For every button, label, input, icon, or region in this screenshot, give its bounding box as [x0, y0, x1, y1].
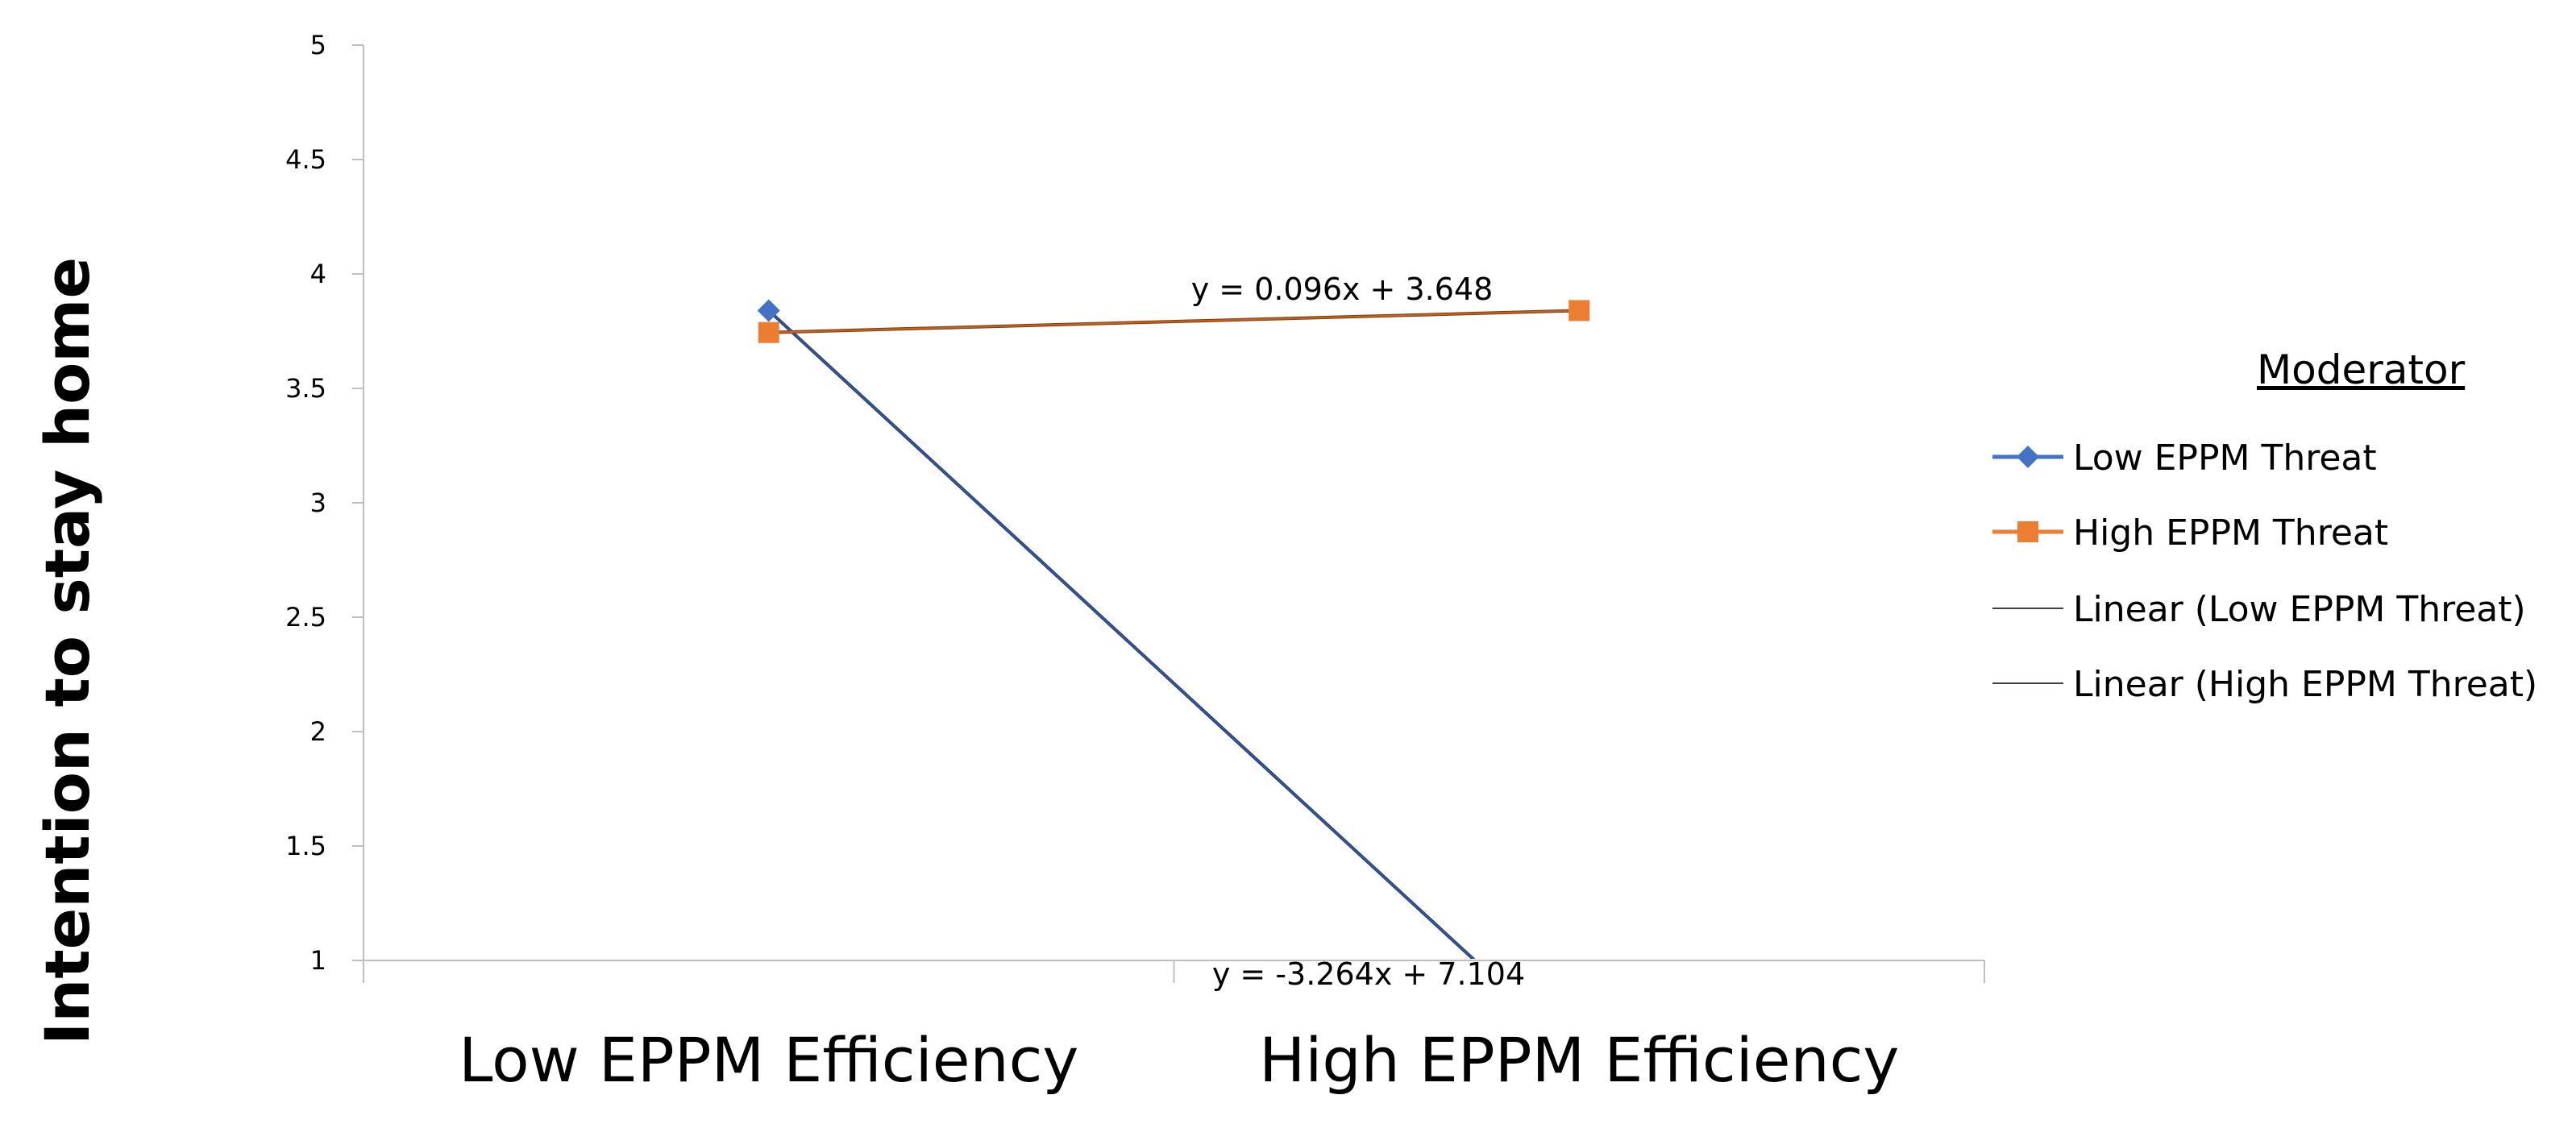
y-axis-label: Intention to stay home [31, 257, 103, 1045]
point-low-eppm-threat [757, 299, 780, 322]
legend-entry-label: High EPPM Threat [2073, 512, 2388, 554]
y-tick-label: 3 [310, 487, 326, 518]
legend-entry-label: Linear (High EPPM Threat) [2073, 664, 2537, 705]
legend-title: Moderator [2257, 346, 2466, 393]
plot-area [767, 309, 1580, 959]
legend: Moderator Low EPPM Threat High EPPM Threa… [1992, 346, 2537, 705]
y-tick-label: 2 [310, 716, 326, 747]
y-tick-label: 4 [310, 259, 326, 289]
legend-square-marker [2017, 521, 2038, 542]
legend-entry-label: Low EPPM Threat [2073, 438, 2377, 479]
x-category-label: High EPPM Efficiency [1259, 1024, 1899, 1096]
trendline-equations: y = 0.096x + 3.648 y = -3.264x + 7.104 [1191, 272, 1525, 992]
point-high-eppm-threat [758, 321, 779, 343]
y-tick-label: 3.5 [285, 373, 326, 404]
y-tick-label: 1.5 [285, 831, 326, 861]
point-high-eppm-threat [1568, 300, 1590, 321]
series-line-high-eppm-threat [768, 309, 1580, 334]
x-categories: Low EPPM Efficiency High EPPM Efficiency [459, 1024, 1899, 1096]
y-tick-label: 2.5 [285, 602, 326, 633]
trendline-equation-low: y = -3.264x + 7.104 [1212, 956, 1525, 992]
series-line-low-eppm-threat [768, 309, 1475, 959]
y-tick-label: 1 [310, 945, 326, 976]
legend-entry-label: Linear (Low EPPM Threat) [2073, 589, 2526, 630]
x-category-label: Low EPPM Efficiency [459, 1024, 1078, 1096]
y-tick-label: 5 [310, 30, 326, 60]
trendline-equation-high: y = 0.096x + 3.648 [1191, 272, 1494, 307]
series-marks [757, 299, 1590, 959]
y-tick-label: 4.5 [285, 144, 326, 175]
y-ticks: 1 1.5 2 2.5 3 3.5 4 4.5 5 [285, 30, 364, 976]
legend-diamond-marker [2017, 446, 2039, 468]
axes [363, 45, 1985, 983]
